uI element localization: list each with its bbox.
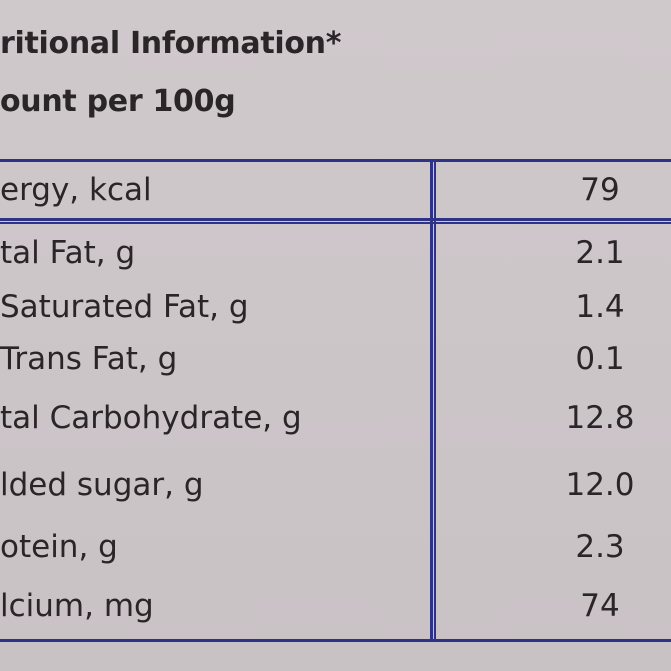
row-label: tal Fat, g	[0, 235, 136, 271]
column-divider	[434, 160, 436, 642]
row-label: lded sugar, g	[0, 467, 204, 503]
row-value: 12.0	[565, 467, 635, 503]
row-label: tal Carbohydrate, g	[0, 400, 302, 436]
row-label: Saturated Fat, g	[0, 289, 249, 325]
row-value: 2.1	[575, 235, 625, 271]
table-divider	[0, 222, 671, 224]
row-value: 12.8	[565, 400, 635, 436]
table-divider	[0, 218, 671, 221]
row-value: 2.3	[575, 529, 625, 565]
row-value: 1.4	[575, 289, 625, 325]
row-value: 79	[580, 172, 620, 208]
row-label: Trans Fat, g	[0, 341, 178, 377]
label-subtitle: ount per 100g	[0, 84, 236, 119]
row-label: otein, g	[0, 529, 118, 565]
table-top-border	[0, 159, 671, 162]
table-bottom-border	[0, 639, 671, 642]
row-value: 0.1	[575, 341, 625, 377]
column-divider	[430, 160, 433, 642]
row-label: ergy, kcal	[0, 172, 152, 208]
label-title: ritional Information*	[0, 26, 342, 61]
row-value: 74	[580, 588, 620, 624]
row-label: lcium, mg	[0, 588, 154, 624]
